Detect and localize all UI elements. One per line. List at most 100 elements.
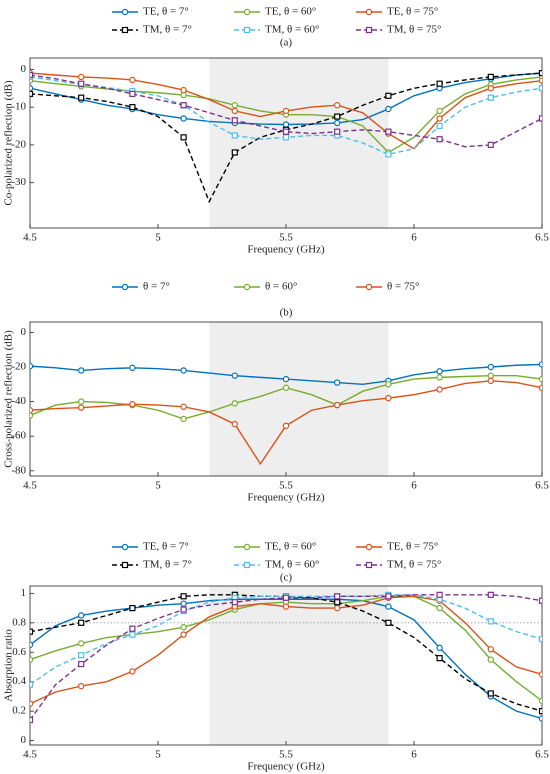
y-axis-label: Absorption ratio [3,629,15,702]
marker [30,641,34,649]
legend-label: TM, θ = 60° [265,24,319,36]
panel: 0 -10 -20 -30 4.5 5 5.5 6 6.5 Frequency (GHz) Co-p… [3,37,550,256]
marker [334,379,341,386]
marker [180,102,187,109]
x-tick-label: 4.5 [23,480,37,492]
marker [231,102,238,109]
marker [231,372,238,379]
marker [231,132,238,139]
legend-label: θ = 75° [387,281,419,293]
marker [282,384,290,391]
marker [538,708,542,715]
highlight-band [209,586,389,745]
legend-label: TM, θ = 75° [387,559,441,571]
x-tick-label: 6.5 [535,480,549,492]
x-tick-label: 5 [155,232,161,244]
marker [30,71,34,79]
marker [487,646,494,653]
legend-item: TM, θ = 7° [112,559,192,571]
x-tick-label: 6.5 [535,232,549,244]
marker [77,73,85,81]
marker [436,115,443,122]
marker [180,600,187,607]
marker [231,107,238,115]
chart-title: (c) [280,572,293,584]
marker [538,77,542,84]
y-tick-label: -40 [11,395,26,407]
marker [77,640,85,647]
marker [78,94,85,101]
legend-label: θ = 7° [143,281,170,293]
marker [243,283,251,291]
marker [436,107,443,115]
legend-item: TE, θ = 7° [112,541,189,553]
x-tick-label: 6 [411,480,417,492]
marker [436,80,443,87]
marker [538,375,542,383]
marker [538,70,542,77]
marker [365,26,373,34]
marker [78,80,85,87]
y-tick-label: -20 [11,361,26,373]
marker [365,561,373,569]
y-tick-label: -20 [11,138,26,150]
chart-title: (a) [280,37,293,49]
legend-item: θ = 7° [112,281,170,293]
marker [538,671,542,678]
legend-item: TE, θ = 75° [356,6,438,18]
marker [30,85,34,92]
marker [487,141,494,148]
marker [487,94,494,101]
legend-label: TE, θ = 7° [143,541,189,553]
marker [436,604,443,612]
marker [538,85,542,92]
marker [30,90,34,97]
marker [334,119,341,127]
marker [180,415,187,423]
legend-item: TE, θ = 60° [234,6,316,18]
marker [487,73,494,80]
x-tick-label: 4.5 [23,232,37,244]
marker [77,612,85,619]
marker [129,90,136,97]
y-axis-label: Co-polarized reflection (dB) [3,80,15,206]
marker [180,86,187,94]
marker [365,8,373,16]
y-tick-label: -30 [11,176,26,188]
marker [129,400,136,408]
marker [231,599,238,606]
marker [30,628,34,635]
legend-label: TE, θ = 60° [265,6,316,18]
legend-item: TM, θ = 75° [356,24,441,36]
marker [385,603,392,610]
series-line [30,74,542,148]
series [30,377,542,466]
marker [78,652,85,659]
x-axis-label: Frequency (GHz) [247,492,325,504]
marker [243,543,251,551]
marker [487,377,494,385]
marker [385,105,392,113]
x-axis-label: Frequency (GHz) [247,761,325,773]
marker [121,283,129,291]
x-tick-label: 6 [411,232,417,244]
legend-label: TE, θ = 75° [387,541,438,553]
series [30,372,542,423]
y-axis-label: Cross-polarized reflection (dB) [3,330,15,468]
x-tick-label: 5 [155,749,161,761]
marker [487,591,494,598]
x-tick-label: 6 [411,749,417,761]
marker [436,374,443,381]
marker [538,697,542,705]
marker [30,700,34,707]
marker [129,76,136,84]
marker [180,631,187,638]
legend-label: TE, θ = 60° [265,541,316,553]
legend-item: TM, θ = 75° [356,559,441,571]
marker [487,372,494,379]
marker [538,635,542,643]
marker [538,597,542,604]
highlight-band [209,58,389,228]
marker [30,656,34,663]
legend-label: TM, θ = 7° [143,559,192,571]
